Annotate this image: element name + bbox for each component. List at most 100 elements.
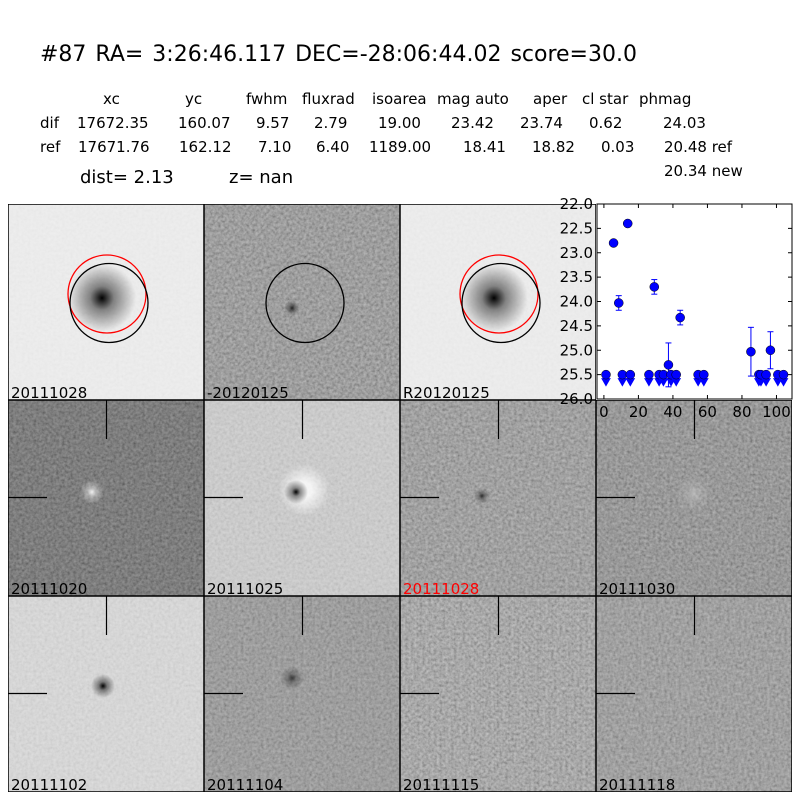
cutout-image [596,596,792,792]
cutout-panel: 20111028 [400,400,596,596]
ref-aperture-circle [459,254,539,334]
data-point [675,312,685,323]
x-tick-label: 80 [732,403,751,421]
cutout-image [596,400,792,596]
source-blob [474,488,490,504]
data-point [622,218,633,229]
cell: 1189.00 [369,138,432,156]
cutout-date-label: 20111030 [599,580,676,596]
cell: 2.79 [314,114,348,132]
x-tick-label: 60 [698,403,717,421]
cell: 23.74 [520,114,563,132]
data-point [608,238,619,248]
cutout-panel: R20120125 [400,204,596,400]
cutout-panel: -20120125 [204,204,400,400]
cutout-image [204,400,400,596]
data-point [778,369,789,380]
data-point [765,345,776,355]
cutout-image [8,596,204,792]
cutout-date-label: 20111118 [599,776,676,792]
col-header: fluxrad [302,90,355,108]
phmag-new: 20.34 new [664,162,743,180]
col-header: cl star [582,90,629,108]
ref-aperture-circle [67,254,147,334]
aperture-circle [69,262,149,344]
source-blob [676,476,712,512]
cutout-image [400,400,596,596]
cell: 160.07 [178,114,231,132]
row-label: dif [40,114,59,132]
source-blob [68,264,136,332]
cell: 7.10 [258,138,292,156]
cutout-panel: 20111104 [204,596,400,792]
cell: 20.48 ref [664,138,733,156]
source-blob [284,300,300,316]
data-point [613,298,624,308]
source-blob [284,480,308,504]
data-point [644,369,654,380]
cell: 0.03 [601,138,635,156]
cutout-panel: 20111115 [400,596,596,792]
cutout-date-label: 20111104 [207,776,284,792]
source-blob [674,678,702,706]
cell: 17672.35 [77,114,149,132]
col-header: xc [103,90,120,108]
plot-area [596,203,793,400]
data-point [663,360,674,370]
y-tick-label: 26.0 [560,390,593,408]
data-point [617,369,628,380]
y-tick-label: 23.0 [560,244,593,262]
cutout-image [204,204,400,400]
cutout-panel: 20111102 [8,596,204,792]
x-tick-label: 20 [629,403,648,421]
y-tick-label: 24.5 [560,317,593,335]
col-header: aper [533,90,568,108]
cell: 23.42 [451,114,494,132]
cutout-panel: 20111028 [8,204,204,400]
dist-value: dist= 2.13 [80,167,174,188]
cell: 17671.76 [78,138,150,156]
aperture-circle [461,262,541,344]
cutout-image [400,596,596,792]
cell: 9.57 [256,114,290,132]
cell: 18.41 [463,138,506,156]
cutout-date-label: 20111102 [11,776,88,792]
cutout-date-label: 20111020 [11,580,88,596]
cell: 6.40 [316,138,350,156]
y-tick-label: 23.5 [560,268,593,286]
cutout-date-label: 20111028 [403,580,480,596]
data-point [649,282,660,292]
y-tick-label: 25.5 [560,366,593,384]
cutout-panel: 20111118 [596,596,792,792]
cutout-panel: 20111025 [204,400,400,596]
light-curve-chart: 22.0 22.5 23.0 23.5 24.0 24.5 25.0 25.5 26.0 0 20 4… [560,195,793,421]
y-tick-label: 24.0 [560,293,593,311]
x-tick-label: 40 [663,403,682,421]
data-point [699,369,709,380]
data-point [671,369,681,380]
cutout-image [8,204,204,400]
data-point [601,369,611,380]
col-header: phmag [639,90,692,108]
source-blob [280,666,304,690]
cutout-panel: 20111020 [8,400,204,596]
source-blob [91,674,115,698]
cutout-date-label: -20120125 [207,384,289,400]
cutout-image [204,596,400,792]
col-header: mag auto [437,90,509,108]
cell: 0.62 [589,114,623,132]
x-tick-label: 0 [599,403,609,421]
y-tick-label: 22.5 [560,219,593,237]
cutout-panel: 20111030 [596,400,792,596]
cutout-date-label: 20111025 [207,580,284,596]
cutout-date-label: 20111028 [11,384,88,400]
cell: 19.00 [378,114,421,132]
cell: 18.82 [532,138,575,156]
col-header: fwhm [246,90,288,108]
cell: 162.12 [179,138,232,156]
x-tick-label: 100 [762,403,791,421]
data-point [746,346,756,357]
col-header: yc [185,90,203,108]
y-tick-label: 22.0 [560,195,593,213]
source-blob [460,264,528,332]
